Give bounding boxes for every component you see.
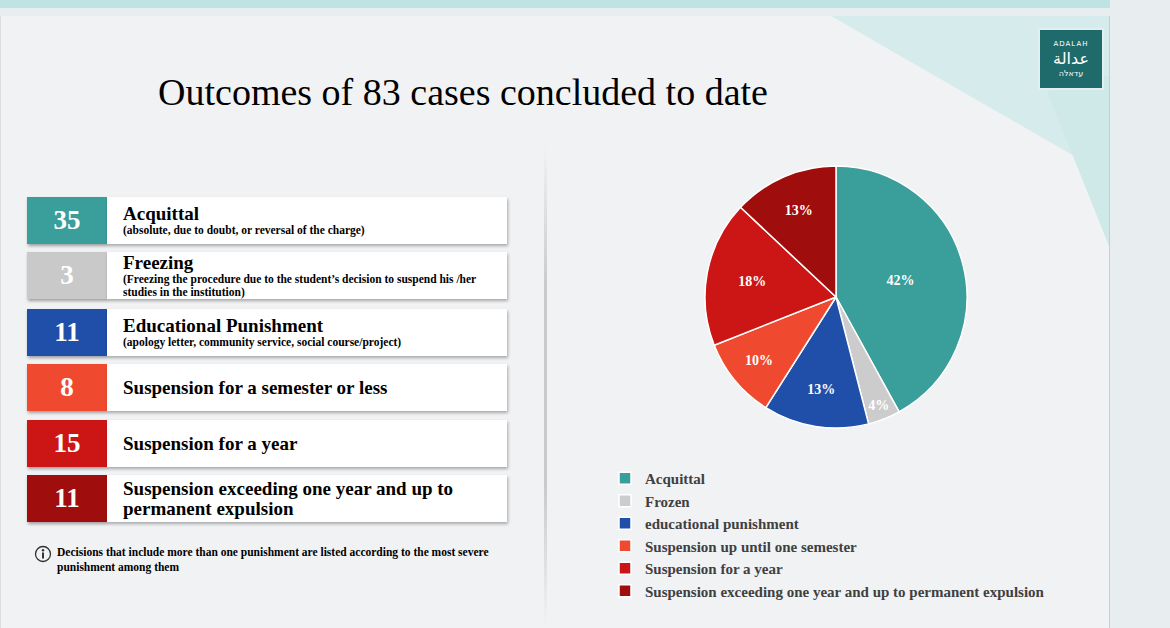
html-text:3: 3: [60, 260, 74, 290]
html-text:8: 8: [60, 372, 74, 402]
svg-text:Suspension exceeding one year: Suspension exceeding one year and up to …: [645, 584, 1045, 600]
svg-text:educational punishment: educational punishment: [645, 516, 799, 532]
svg-text:Outcomes of 83 cases concluded: Outcomes of 83 cases concluded to date: [158, 71, 768, 113]
html-text:15: 15: [53, 428, 81, 458]
svg-text:4%: 4%: [868, 398, 889, 413]
svg-text:42%: 42%: [886, 273, 914, 288]
html-text:Suspension for a year: Suspension for a year: [123, 432, 298, 454]
html-text:עדאלה: עדאלה: [1058, 68, 1084, 78]
html-text:عدالة: عدالة: [1053, 48, 1089, 68]
html-text:(apology letter, community ser: (apology letter, community service, soci…: [123, 336, 402, 348]
svg-text:13%: 13%: [807, 382, 835, 397]
html-text:Acquittal: Acquittal: [123, 203, 199, 224]
html-text:Educational Punishment: Educational Punishment: [123, 315, 324, 336]
html-text:Decisions that include more th: Decisions that include more than one pun…: [57, 546, 489, 573]
html-text:Suspension for a semester or l: Suspension for a semester or less: [123, 376, 388, 398]
svg-text:Frozen: Frozen: [645, 494, 690, 510]
html-text:11: 11: [54, 483, 80, 513]
html-text:ADALAH: ADALAH: [1053, 39, 1089, 48]
svg-text:Acquittal: Acquittal: [645, 471, 705, 487]
svg-text:Suspension for a year: Suspension for a year: [645, 561, 783, 577]
svg-text:13%: 13%: [785, 203, 813, 218]
svg-text:Suspension up until one semest: Suspension up until one semester: [645, 539, 857, 555]
html-text:11: 11: [54, 317, 80, 347]
html-text:(absolute, due to doubt, or re: (absolute, due to doubt, or reversal of …: [123, 224, 365, 236]
svg-text:10%: 10%: [745, 353, 773, 368]
html-text:35: 35: [53, 205, 81, 235]
html-text:Freezing: Freezing: [123, 251, 194, 273]
html-text:Suspension exceeding one year: Suspension exceeding one year and up to …: [123, 477, 454, 519]
svg-text:18%: 18%: [738, 274, 766, 289]
html-text:(Freezing the procedure due to: (Freezing the procedure due to the stude…: [123, 272, 476, 298]
